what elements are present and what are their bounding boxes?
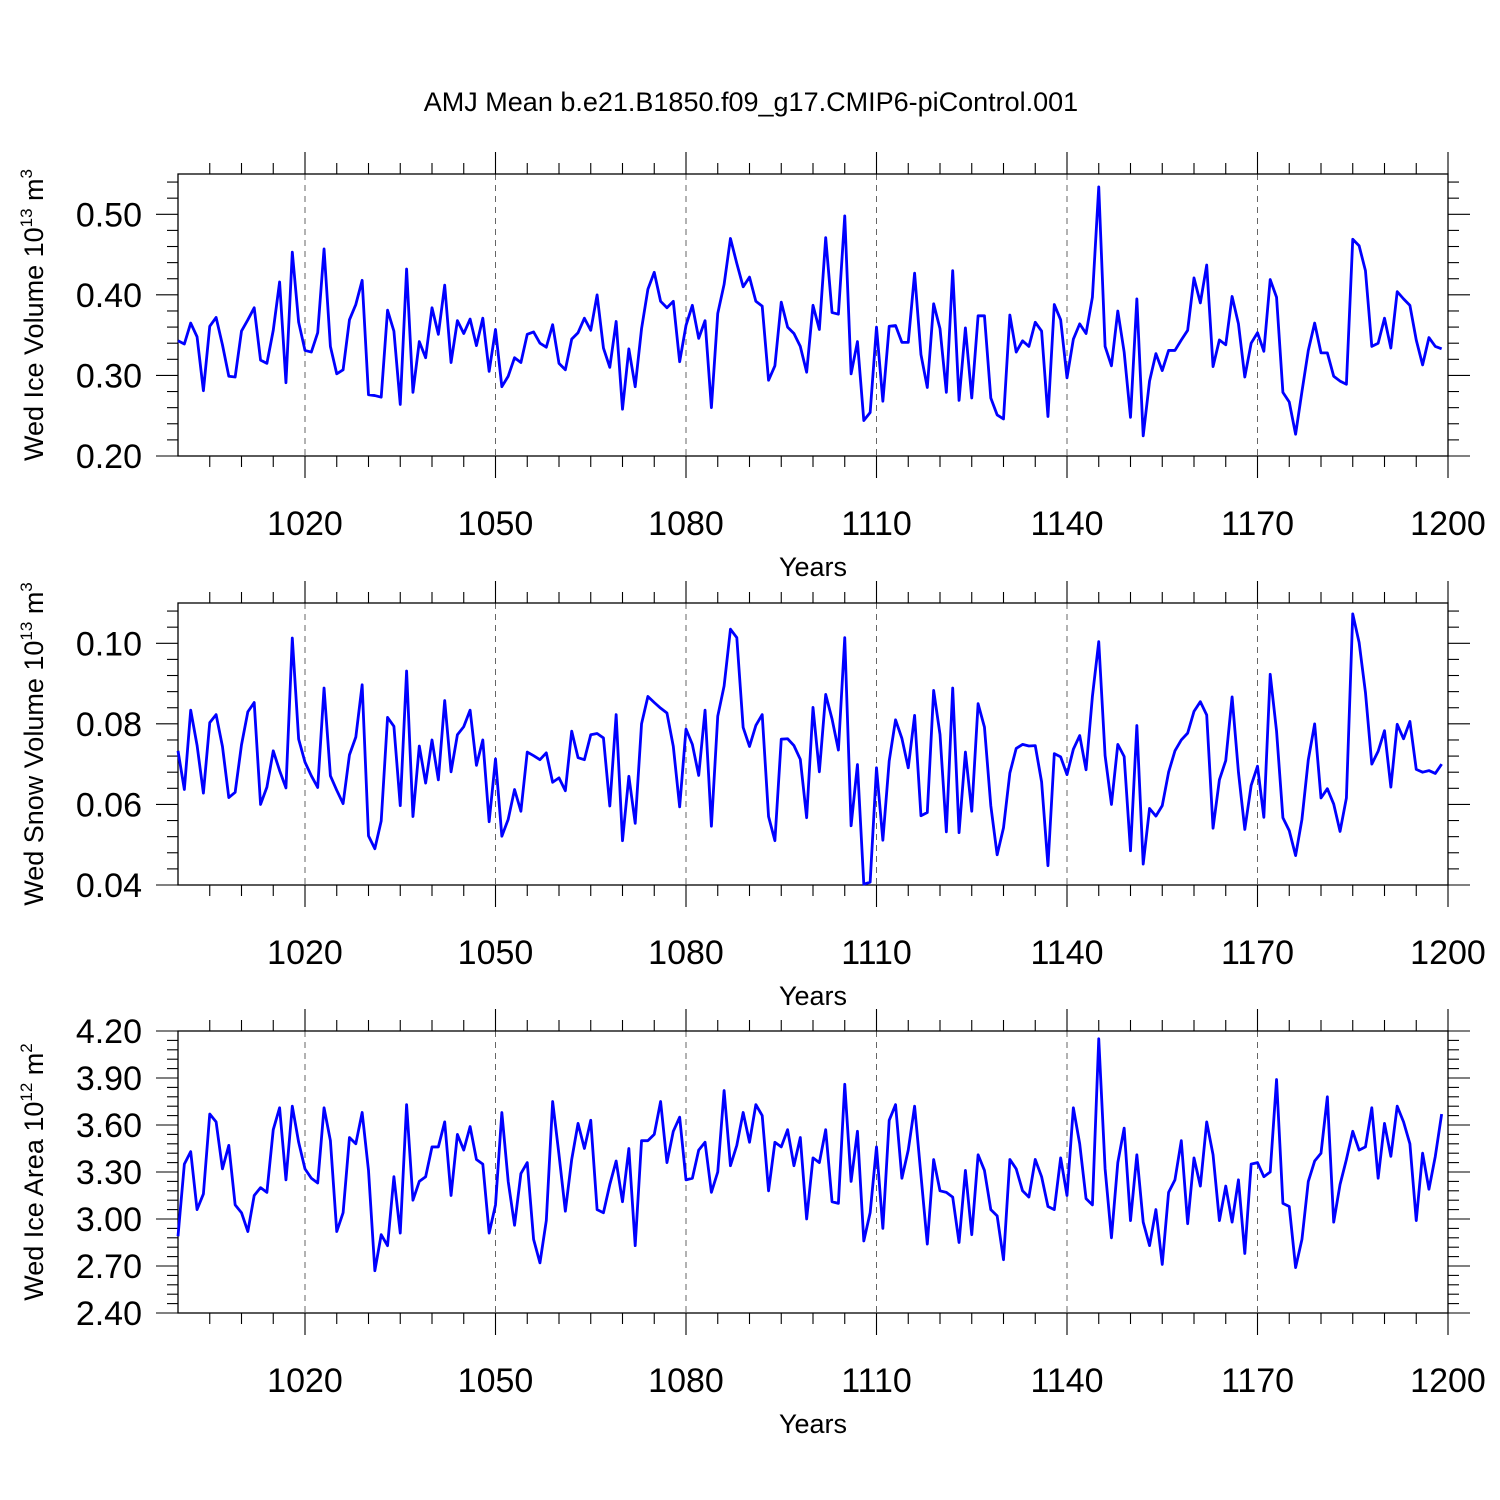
x-tick-label: 1200 (1410, 505, 1486, 543)
x-tick-label: 1080 (648, 1362, 724, 1400)
y-tick-label: 3.30 (76, 1154, 142, 1192)
y-tick-label: 0.30 (76, 357, 142, 395)
x-tick-label: 1140 (1030, 1362, 1103, 1400)
series-line-wed-ice-area (176, 1037, 1444, 1273)
panels-group: 1020 1050 1080 1110 1140 1170 1200 0.20 0.30 0.40… (17, 152, 1486, 1439)
x-tick-label: 1110 (841, 1362, 912, 1400)
x-tick-label: 1170 (1221, 505, 1294, 543)
x-tick-label: 1050 (458, 934, 534, 972)
x-axis-title: Years (779, 552, 847, 582)
x-tick-label: 1200 (1410, 1362, 1486, 1400)
x-tick-label: 1200 (1410, 934, 1486, 972)
x-tick-label: 1170 (1221, 934, 1294, 972)
y-axis-title: Wed Snow Volume 1013 m3 (17, 582, 49, 906)
x-tick-label: 1080 (648, 505, 724, 543)
y-axis-title: Wed Ice Area 1012 m2 (17, 1043, 49, 1301)
y-tick-label: 0.04 (76, 867, 142, 905)
plot-frame (177, 602, 1449, 886)
y-tick-label: 0.10 (76, 625, 142, 663)
y-tick-label: 0.06 (76, 786, 142, 824)
x-tick-label: 1140 (1030, 505, 1103, 543)
x-tick-label: 1170 (1221, 1362, 1294, 1400)
x-axis-title: Years (779, 1409, 847, 1439)
x-tick-label: 1110 (841, 505, 912, 543)
x-tick-label: 1020 (267, 1362, 343, 1400)
figure-title: AMJ Mean b.e21.B1850.f09_g17.CMIP6-piCon… (424, 87, 1078, 117)
y-tick-label: 2.40 (76, 1295, 142, 1333)
y-tick-label: 0.08 (76, 706, 142, 744)
x-tick-label: 1050 (458, 1362, 534, 1400)
x-tick-label: 1080 (648, 934, 724, 972)
series-line-wed-ice-volume (177, 185, 1443, 438)
series-line-wed-snow-volume (176, 612, 1443, 886)
x-tick-label: 1020 (267, 934, 343, 972)
y-tick-label: 0.50 (76, 196, 142, 234)
y-tick-label: 3.60 (76, 1107, 142, 1145)
y-tick-label: 0.20 (76, 438, 142, 476)
y-tick-label: 2.70 (76, 1248, 142, 1286)
x-tick-label: 1050 (458, 505, 534, 543)
x-tick-label: 1110 (841, 934, 912, 972)
y-tick-label: 3.00 (76, 1201, 142, 1239)
y-axis-title: Wed Ice Volume 1013 m3 (17, 169, 49, 461)
y-tick-label: 0.40 (76, 277, 142, 315)
chart-panel-3: 1020 1050 1080 1110 1140 1170 1200 2.40 2.70 3.00… (17, 1009, 1486, 1439)
x-tick-label: 1020 (267, 505, 343, 543)
y-tick-label: 4.20 (76, 1013, 142, 1051)
x-axis-title: Years (779, 981, 847, 1011)
chart-panel-1: 1020 1050 1080 1110 1140 1170 1200 0.20 0.30 0.40… (17, 152, 1486, 582)
chart-panel-2: 1020 1050 1080 1110 1140 1170 1200 0.04 0.06 0.08… (17, 581, 1486, 1011)
y-tick-label: 3.90 (76, 1060, 142, 1098)
x-tick-label: 1140 (1030, 934, 1103, 972)
